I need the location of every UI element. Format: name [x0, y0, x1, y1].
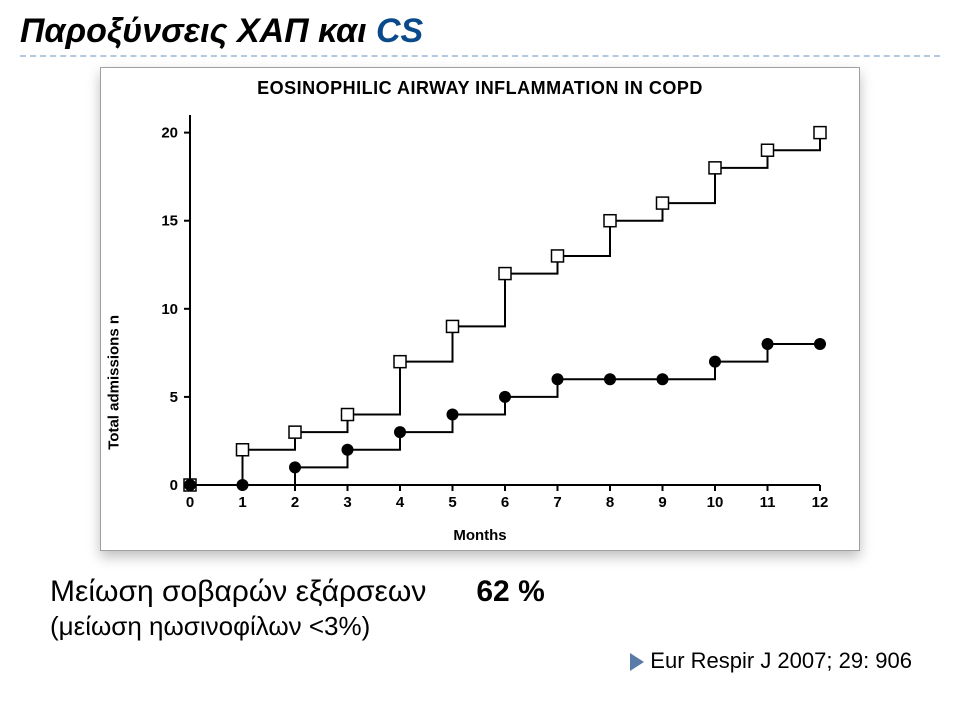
figure-title: EOSINOPHILIC AIRWAY INFLAMMATION IN COPD — [111, 78, 849, 99]
svg-text:5: 5 — [170, 389, 178, 406]
svg-text:5: 5 — [448, 494, 456, 511]
title-main: Παροξύνσεις ΧΑΠ και — [20, 12, 376, 50]
svg-text:7: 7 — [553, 494, 561, 511]
title-cs: CS — [376, 12, 423, 50]
result-sub: (μείωση ηωσινοφίλων <3%) — [50, 611, 940, 642]
svg-text:0: 0 — [170, 477, 178, 494]
svg-text:2: 2 — [291, 494, 299, 511]
plot-area: Total admissions n 051015200123456789101… — [120, 105, 840, 525]
svg-text:20: 20 — [161, 125, 178, 142]
svg-text:11: 11 — [760, 494, 776, 511]
result-line: Μείωση σοβαρών εξάρσεων 62 % — [50, 575, 940, 609]
svg-text:10: 10 — [161, 301, 178, 318]
citation-text: Eur Respir J 2007; 29: 906 — [650, 648, 912, 673]
svg-text:1: 1 — [238, 494, 246, 511]
slide-title: Παροξύνσεις ΧΑΠ και CS — [20, 12, 940, 51]
svg-text:4: 4 — [396, 494, 405, 511]
svg-text:6: 6 — [501, 494, 509, 511]
result-prefix: Μείωση σοβαρών εξάρσεων — [50, 575, 426, 608]
step-chart-svg: 051015200123456789101112 — [120, 105, 840, 525]
svg-text:3: 3 — [343, 494, 351, 511]
arrow-icon — [630, 653, 644, 671]
svg-text:10: 10 — [707, 494, 724, 511]
svg-text:15: 15 — [161, 213, 178, 230]
x-axis-label: Months — [111, 527, 849, 544]
slide: Παροξύνσεις ΧΑΠ και CS EOSINOPHILIC AIRW… — [0, 0, 960, 674]
citation: Eur Respir J 2007; 29: 906 — [20, 648, 912, 674]
title-divider — [20, 55, 940, 57]
svg-text:0: 0 — [186, 494, 194, 511]
svg-text:12: 12 — [812, 494, 829, 511]
figure-panel: EOSINOPHILIC AIRWAY INFLAMMATION IN COPD… — [100, 67, 860, 551]
y-axis-label: Total admissions n — [106, 315, 123, 450]
svg-text:8: 8 — [606, 494, 614, 511]
svg-text:9: 9 — [658, 494, 666, 511]
result-value: 62 % — [476, 575, 544, 608]
